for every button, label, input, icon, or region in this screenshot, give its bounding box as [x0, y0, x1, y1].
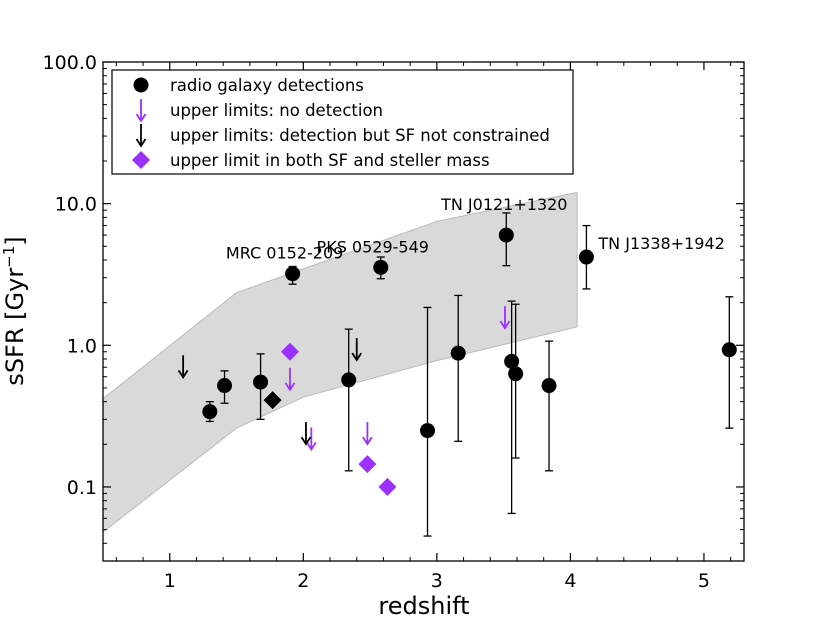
y-axis-label: sSFR [Gyr−1] [0, 236, 29, 385]
upper-limit-arrow-black [351, 338, 362, 362]
legend-marker-diamond [132, 151, 150, 169]
detection-point [217, 378, 233, 394]
detection-point [498, 227, 514, 243]
arrow-head [177, 369, 189, 380]
detection-point [508, 366, 524, 382]
arrow-head [351, 352, 362, 362]
detection-point [202, 404, 218, 420]
detection-point [341, 372, 357, 388]
arrow-head [135, 138, 147, 148]
upper-limit-arrow-black [177, 355, 189, 380]
detection-point [504, 353, 520, 369]
detection-point [373, 259, 389, 275]
upper-limit-diamond [263, 391, 282, 410]
upper-limit-diamond [378, 477, 397, 496]
detection-point [578, 249, 594, 265]
upper-limit-diamond [358, 455, 377, 474]
arrow-head [362, 436, 373, 446]
y-tick-label: 10.0 [55, 194, 97, 216]
legend-marker-arrow [135, 99, 147, 123]
detection-point [420, 423, 436, 439]
legend-marker-circle [133, 77, 149, 93]
legend-label: upper limits: no detection [170, 101, 383, 120]
x-tick-label: 5 [698, 570, 710, 592]
y-tick-label: 1.0 [67, 335, 97, 357]
x-tick-label: 2 [297, 570, 309, 592]
x-tick-label: 1 [164, 570, 176, 592]
x-axis-label: redshift [378, 592, 469, 620]
annotation-label: PKS 0529-549 [317, 237, 429, 256]
model-band [102, 191, 578, 534]
y-tick-label: 100.0 [43, 52, 97, 74]
plot-frame [102, 61, 745, 562]
detection-point [450, 345, 466, 361]
upper-limit-arrow-purple [306, 427, 317, 452]
upper-limit-arrow-black [300, 422, 312, 446]
legend-label: upper limits: detection but SF not const… [170, 126, 550, 145]
x-tick-label: 3 [431, 570, 443, 592]
arrow-head [284, 382, 296, 392]
detection-point [721, 342, 737, 358]
legend-label: radio galaxy detections [170, 76, 364, 95]
annotation-label: TN J0121+1320 [440, 195, 567, 214]
upper-limit-diamond [280, 342, 299, 361]
annotation-label: MRC 0152-209 [226, 244, 343, 263]
arrow-head [300, 436, 312, 446]
upper-limit-arrow-purple [284, 367, 296, 392]
y-tick-label: 0.1 [67, 477, 97, 499]
legend-label: upper limit in both SF and steller mass [170, 151, 490, 170]
legend-marker-arrow [135, 124, 147, 148]
detection-point [285, 266, 301, 282]
arrow-head [135, 113, 147, 123]
arrow-head [499, 320, 511, 330]
legend-box [111, 69, 574, 175]
x-tick-label: 4 [564, 570, 576, 592]
arrow-head [306, 441, 317, 452]
annotation-label: TN J1338+1942 [597, 234, 724, 253]
detection-point [253, 374, 269, 390]
upper-limit-arrow-purple [362, 422, 373, 446]
upper-limit-arrow-purple [499, 306, 511, 330]
detection-point [541, 378, 557, 394]
